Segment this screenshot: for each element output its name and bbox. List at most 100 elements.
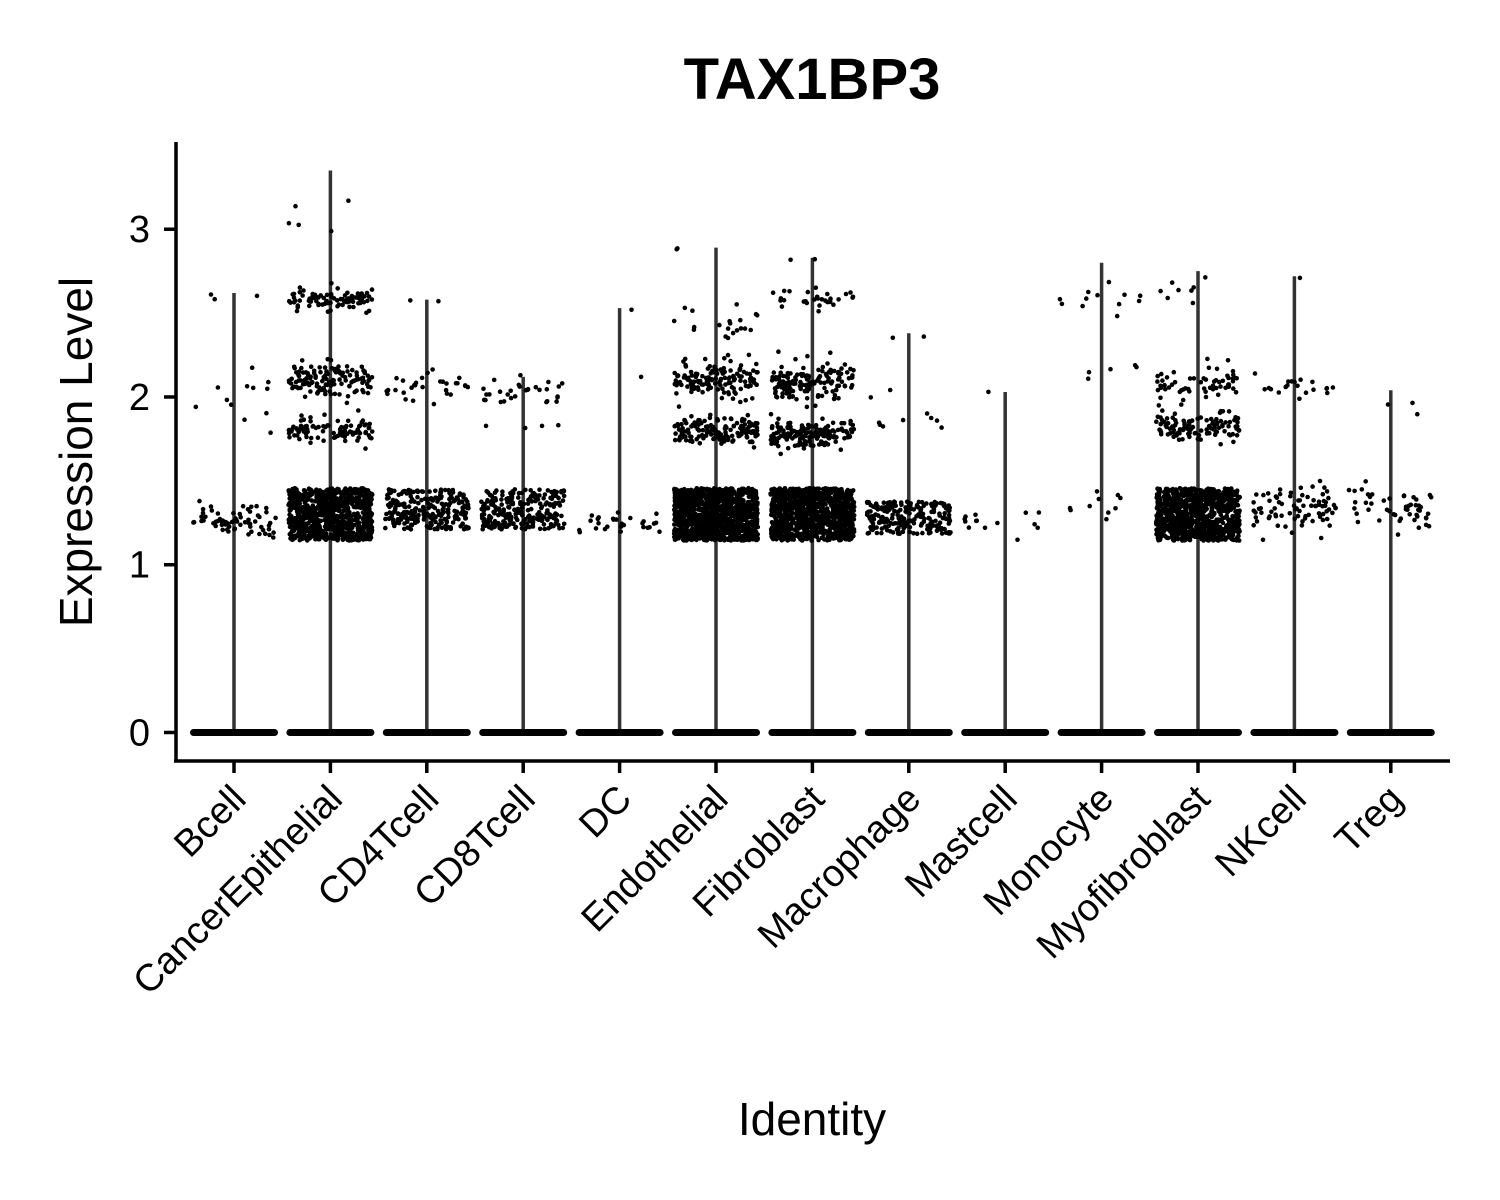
data-point (881, 500, 887, 506)
data-point (212, 296, 217, 302)
data-point (651, 521, 657, 526)
data-point (744, 537, 750, 542)
data-point (519, 521, 524, 527)
data-point (533, 384, 539, 390)
data-point (700, 490, 706, 496)
data-point (819, 529, 825, 535)
data-point (364, 513, 370, 519)
data-point (228, 402, 234, 408)
data-point (807, 383, 812, 389)
data-point (784, 533, 790, 539)
data-point (337, 531, 343, 536)
data-point (304, 515, 309, 520)
data-point (394, 375, 399, 381)
data-point (317, 495, 323, 501)
data-point (753, 509, 758, 515)
data-point (530, 522, 536, 527)
data-point (273, 515, 278, 521)
data-point (720, 488, 726, 493)
data-point (676, 510, 681, 515)
data-point (838, 536, 844, 542)
data-point (308, 493, 313, 498)
data-point (331, 296, 337, 301)
data-point (525, 507, 531, 513)
data-point (675, 246, 680, 251)
data-point (715, 525, 720, 530)
data-point (327, 495, 333, 500)
zero-expression-points (864, 728, 953, 736)
data-point (550, 502, 555, 507)
data-point (671, 531, 677, 536)
data-point (722, 439, 727, 444)
data-point (907, 511, 912, 516)
data-point (754, 428, 760, 433)
data-point (415, 494, 420, 500)
data-point (682, 356, 688, 362)
data-point (753, 532, 758, 538)
data-point (834, 510, 839, 515)
data-point (822, 385, 827, 391)
data-point (708, 385, 714, 391)
data-point (542, 526, 547, 532)
data-point (547, 514, 552, 520)
data-point (457, 375, 462, 381)
data-point (537, 526, 543, 532)
data-point (541, 522, 547, 527)
data-point (735, 512, 741, 517)
data-point (696, 530, 702, 535)
data-point (793, 375, 798, 380)
data-point (823, 440, 829, 446)
data-point (877, 519, 882, 525)
data-point (366, 433, 372, 438)
data-point (542, 492, 548, 497)
data-point (355, 495, 361, 501)
data-point (528, 494, 534, 499)
data-point (831, 504, 837, 510)
data-point (769, 425, 775, 431)
data-point (848, 511, 853, 516)
data-point (723, 382, 728, 387)
data-point (805, 353, 810, 359)
data-point (775, 496, 781, 501)
data-point (848, 536, 854, 542)
data-point (342, 433, 348, 439)
data-point (839, 512, 844, 517)
data-point (301, 288, 306, 293)
data-point (328, 228, 334, 234)
data-point (675, 381, 681, 386)
data-point (320, 428, 326, 434)
data-point (266, 526, 272, 532)
data-point (830, 389, 835, 394)
data-point (820, 486, 826, 492)
data-point (297, 524, 303, 529)
data-point (879, 526, 885, 531)
data-point (717, 535, 722, 540)
data-point (781, 430, 786, 435)
data-point (719, 395, 725, 401)
data-point (337, 521, 342, 527)
data-point (816, 309, 821, 314)
data-point (317, 365, 323, 370)
data-point (907, 525, 913, 530)
data-point (449, 495, 455, 501)
data-point (722, 505, 727, 510)
data-point (294, 487, 299, 492)
data-point (401, 390, 407, 396)
data-point (523, 387, 529, 393)
data-point (712, 381, 718, 386)
data-point (814, 294, 820, 300)
data-point (803, 439, 808, 444)
data-point (336, 364, 341, 369)
data-point (516, 495, 521, 500)
data-point (736, 489, 742, 494)
data-point (769, 491, 775, 497)
data-point (884, 528, 890, 533)
data-point (356, 428, 361, 434)
data-point (747, 522, 752, 527)
data-point (463, 497, 469, 502)
data-point (771, 434, 776, 440)
data-point (689, 515, 695, 521)
data-point (342, 438, 348, 444)
data-point (684, 492, 690, 498)
